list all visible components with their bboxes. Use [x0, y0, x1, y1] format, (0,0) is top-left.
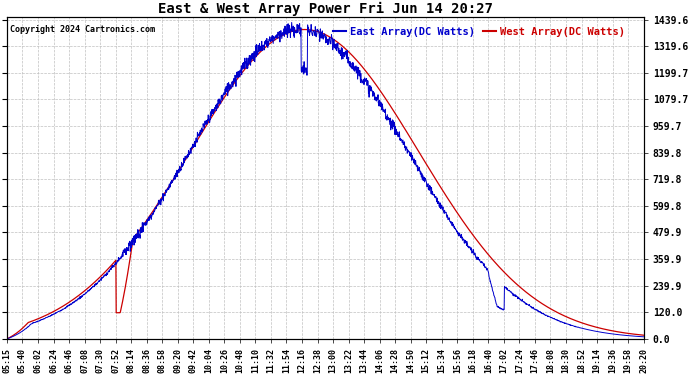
- Text: Copyright 2024 Cartronics.com: Copyright 2024 Cartronics.com: [10, 26, 155, 34]
- Title: East & West Array Power Fri Jun 14 20:27: East & West Array Power Fri Jun 14 20:27: [158, 2, 493, 16]
- Legend: East Array(DC Watts), West Array(DC Watts): East Array(DC Watts), West Array(DC Watt…: [329, 22, 629, 41]
